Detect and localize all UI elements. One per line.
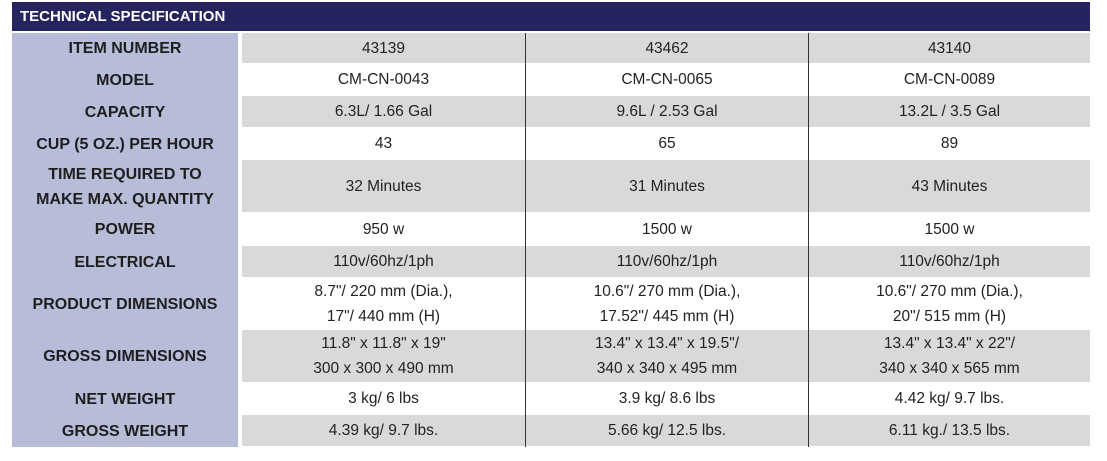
spec-value: 9.6L / 2.53 Gal xyxy=(526,96,808,127)
spec-value: 1500 w xyxy=(809,213,1090,245)
row-label: POWER xyxy=(12,213,238,246)
row-label: GROSS WEIGHT xyxy=(12,415,238,447)
spec-value: 3 kg/ 6 lbs xyxy=(242,383,525,414)
row-label: CUP (5 OZ.) PER HOUR xyxy=(12,128,238,160)
spec-value: 43139 xyxy=(242,33,525,63)
spec-value: 950 w xyxy=(242,213,525,245)
spec-value: 6.11 kg./ 13.5 lbs. xyxy=(809,415,1090,446)
spec-value: 10.6"/ 270 mm (Dia.), 20"/ 515 mm (H) xyxy=(809,278,1090,329)
spec-value: 43140 xyxy=(809,33,1090,63)
spec-value: 65 xyxy=(526,128,808,159)
spec-value: 1500 w xyxy=(526,213,808,245)
spec-value: 13.4" x 13.4" x 22"/ 340 x 340 x 565 mm xyxy=(809,330,1090,382)
spec-value: CM-CN-0089 xyxy=(809,64,1090,95)
spec-value: 6.3L/ 1.66 Gal xyxy=(242,96,525,127)
spec-value: 4.39 kg/ 9.7 lbs. xyxy=(242,415,525,446)
row-label: ELECTRICAL xyxy=(12,246,238,278)
spec-value: 5.66 kg/ 12.5 lbs. xyxy=(526,415,808,446)
row-label: GROSS DIMENSIONS xyxy=(12,330,238,383)
spec-value: 8.7"/ 220 mm (Dia.), 17"/ 440 mm (H) xyxy=(242,278,525,329)
column-divider xyxy=(525,33,526,447)
spec-value: 32 Minutes xyxy=(242,160,525,212)
spec-value: 4.42 kg/ 9.7 lbs. xyxy=(809,383,1090,414)
column-divider xyxy=(808,33,809,447)
row-label: TIME REQUIRED TO MAKE MAX. QUANTITY xyxy=(12,160,238,213)
row-label: PRODUCT DIMENSIONS xyxy=(12,278,238,330)
spec-value: 3.9 kg/ 8.6 lbs xyxy=(526,383,808,414)
spec-value: 110v/60hz/1ph xyxy=(526,246,808,277)
spec-value: 10.6"/ 270 mm (Dia.), 17.52"/ 445 mm (H) xyxy=(526,278,808,329)
spec-value: 11.8" x 11.8" x 19" 300 x 300 x 490 mm xyxy=(242,330,525,382)
spec-value: 110v/60hz/1ph xyxy=(809,246,1090,277)
spec-value: 89 xyxy=(809,128,1090,159)
spec-value: 43 Minutes xyxy=(809,160,1090,212)
spec-value: 110v/60hz/1ph xyxy=(242,246,525,277)
row-label: NET WEIGHT xyxy=(12,383,238,415)
row-label: MODEL xyxy=(12,64,238,96)
row-label: CAPACITY xyxy=(12,96,238,128)
spec-value: 13.2L / 3.5 Gal xyxy=(809,96,1090,127)
table-title: TECHNICAL SPECIFICATION xyxy=(12,2,1090,31)
spec-value: 31 Minutes xyxy=(526,160,808,212)
spec-value: 43 xyxy=(242,128,525,159)
spec-value: 13.4" x 13.4" x 19.5"/ 340 x 340 x 495 m… xyxy=(526,330,808,382)
spec-value: CM-CN-0065 xyxy=(526,64,808,95)
spec-value: CM-CN-0043 xyxy=(242,64,525,95)
row-label: ITEM NUMBER xyxy=(12,33,238,64)
spec-value: 43462 xyxy=(526,33,808,63)
